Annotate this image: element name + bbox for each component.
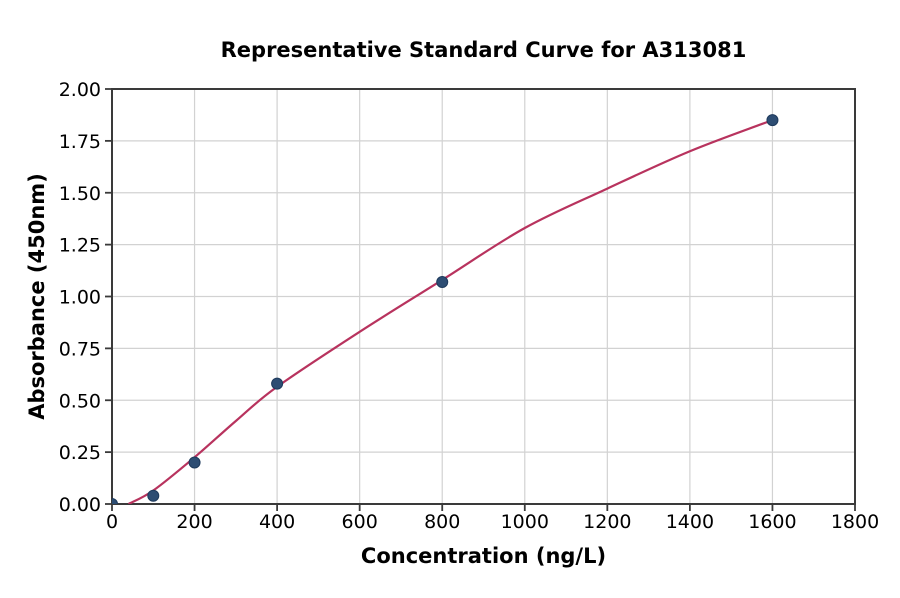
x-tick-label: 600 [342, 511, 378, 533]
x-tick-labels: 0 200 400 600 800 1000 1200 1400 1600 1800 [106, 511, 879, 533]
y-tick-label: 0.25 [59, 442, 101, 464]
x-tick-label: 1600 [748, 511, 796, 533]
data-point [188, 456, 201, 469]
y-tick-label: 1.25 [59, 235, 101, 257]
y-tick-label: 2.00 [59, 79, 101, 101]
y-tick-label: 0.75 [59, 338, 101, 360]
x-tick-label: 200 [176, 511, 212, 533]
x-tick-label: 0 [106, 511, 118, 533]
data-point [271, 377, 284, 390]
x-tick-label: 400 [259, 511, 295, 533]
x-axis-label: Concentration (ng/L) [361, 544, 606, 568]
chart-title: Representative Standard Curve for A31308… [221, 38, 747, 62]
plot-border [111, 88, 856, 505]
data-point [147, 489, 160, 502]
x-tick-label: 1000 [501, 511, 549, 533]
data-point [436, 275, 449, 288]
data-point [112, 498, 118, 504]
y-tick-labels: 0.00 0.25 0.50 0.75 1.00 1.25 1.50 1.75 2.00 [59, 79, 101, 516]
x-tick-label: 800 [424, 511, 460, 533]
x-tick-label: 1400 [666, 511, 714, 533]
y-axis-label: Absorbance (450nm) [25, 173, 49, 420]
x-tick-label: 1800 [831, 511, 879, 533]
y-tick-label: 0.50 [59, 390, 101, 412]
y-tick-label: 1.00 [59, 287, 101, 309]
y-tick-label: 1.75 [59, 131, 101, 153]
data-point [766, 114, 779, 127]
y-tick-label: 1.50 [59, 183, 101, 205]
x-tick-label: 1200 [583, 511, 631, 533]
axis-ticks [105, 88, 856, 511]
data-points [112, 114, 779, 504]
y-tick-label: 0.00 [59, 494, 101, 516]
